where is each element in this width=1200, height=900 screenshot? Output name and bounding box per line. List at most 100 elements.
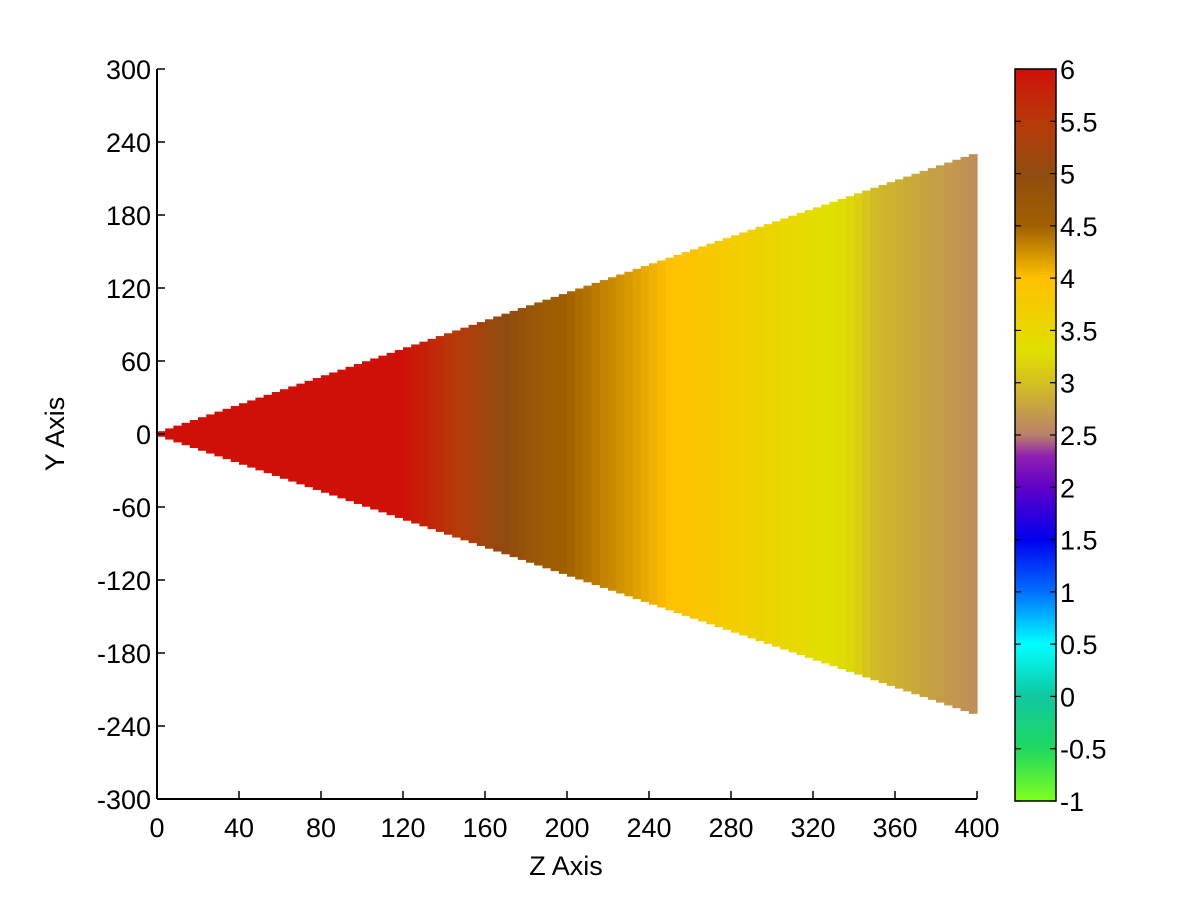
x-axis-label: Z Axis [529,851,603,881]
heatmap-cell [509,310,519,558]
heatmap-cell [829,201,839,667]
colorbar-tick-label: 2.5 [1060,421,1098,451]
heatmap-cell [394,350,404,518]
y-tick-label: -120 [97,566,151,596]
heatmap-cell [198,417,207,451]
heatmap-cell [419,341,429,527]
heatmap-cell [296,383,306,485]
heatmap-cell [599,280,609,588]
heatmap-cell [632,268,642,600]
y-axis-label: Y Axis [40,397,70,472]
heatmap-cell [411,344,420,524]
x-axis-ticks: 0 40 80 120 160 200 240 280 320 360 400 [149,791,1000,843]
y-tick-label: 120 [106,274,151,304]
y-tick-label: 180 [106,201,151,231]
heatmap-cell [329,372,338,496]
heatmap-cell [189,420,199,448]
heatmap-cell [813,207,822,661]
heatmap-cell [911,173,921,695]
heatmap-cell [567,291,576,577]
colorbar-tick-label: 3.5 [1060,316,1098,346]
heatmap-cell [476,322,486,546]
heatmap-cell [222,408,232,460]
heatmap-cell [862,190,871,678]
x-tick-label: 80 [306,813,336,843]
heatmap-cell [173,425,183,443]
heatmap-cell [312,378,322,490]
heatmap-cell [362,361,371,507]
heatmap-cell [353,364,363,504]
x-tick-label: 40 [224,813,254,843]
heatmap-cell [181,422,191,446]
heatmap-cell [747,229,757,639]
y-tick-label: -240 [97,712,151,742]
y-tick-label: -300 [97,785,151,815]
colorbar-tick-label: 5 [1060,160,1075,190]
heatmap-cell [558,294,568,574]
heatmap-cell [706,243,716,625]
heatmap-cell [731,235,740,633]
heatmap-cell [444,333,453,535]
colorbar-tick-label: 0.5 [1060,630,1098,660]
heatmap-cell [895,179,904,689]
x-tick-label: 240 [626,813,671,843]
heatmap-cell [649,263,658,605]
heatmap-cell [534,302,543,566]
colorbar-tick-label: 5.5 [1060,107,1098,137]
heatmap-cell [501,313,511,555]
heatmap-cell [936,165,945,703]
x-tick-label: 0 [149,813,164,843]
heatmap-cell [665,257,675,611]
heatmap-cell [263,394,273,474]
y-tick-label: 60 [121,347,151,377]
heatmap-cell [575,288,584,580]
heatmap-cell [378,355,388,513]
heatmap-cell [542,299,552,569]
heatmap-cell [608,277,617,591]
heatmap-cell [239,403,248,465]
heatmap-cell [968,154,978,714]
heatmap-cell [788,215,798,653]
heatmap-cell [903,176,912,692]
colorbar-tick-label: 3 [1060,369,1075,399]
y-tick-label: 0 [136,420,151,450]
heatmap-cell [230,406,240,462]
heatmap-cell [452,330,461,538]
heatmap-cell [927,168,937,700]
heatmap-cell [763,224,773,644]
y-axis-ticks: 300 240 180 120 60 0 -60 -120 -180 -240 -300 [97,55,165,815]
heatmap-cell [435,336,445,532]
heatmap-cell [886,182,896,686]
heatmap-cell [370,358,379,510]
heatmap-cell [837,198,847,670]
heatmap-cell [337,369,347,499]
heatmap-cell [919,170,929,698]
heatmap-cell [517,308,527,560]
y-tick-label: 300 [106,55,151,85]
heatmap-cell [952,159,962,709]
heatmap-cell [206,414,215,454]
heatmap-cell [854,193,863,675]
heatmap-cell [304,380,314,488]
colorbar-tick-label: 4.5 [1060,212,1098,242]
x-tick-label: 160 [462,813,507,843]
heatmap-cell [550,296,560,572]
heatmap-cell [870,187,880,681]
y-tick-label: -180 [97,639,151,669]
heatmap-cell [493,316,502,552]
heatmap-cell [280,389,289,479]
heatmap-cell [804,210,814,658]
heatmap-cell [165,428,174,440]
heatmap-cell [681,252,691,616]
heatmap-cell [845,196,855,672]
colorbar-tick-label: 2 [1060,473,1075,503]
heatmap-cells [157,154,978,714]
x-tick-label: 400 [954,813,999,843]
colorbar-tick-label: 1 [1060,578,1075,608]
colorbar-tick-label: -0.5 [1060,735,1107,765]
heatmap-cell [657,260,666,608]
colorbar: 6 5.5 5 4.5 4 3.5 3 2.5 2 1.5 1 0.5 0 -0.5 -1 [1014,55,1107,817]
heatmap-cell [460,327,470,541]
heatmap-cell [722,238,732,630]
